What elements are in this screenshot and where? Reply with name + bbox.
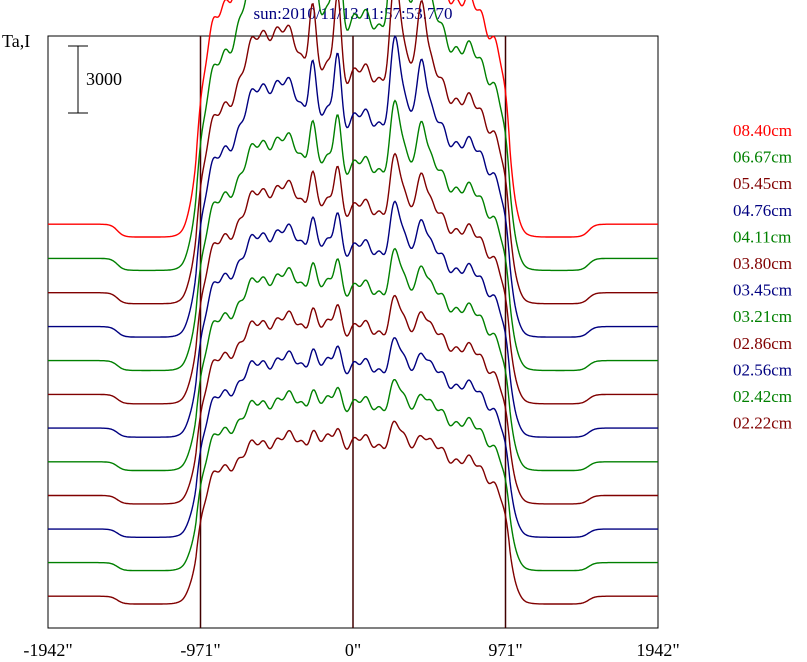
legend-entry: 04.76cm — [733, 201, 792, 220]
series-line-05.45cm — [48, 0, 658, 305]
scale-bar: 3000 — [68, 45, 122, 114]
x-tick-label: -1942" — [23, 640, 72, 660]
series-line-03.80cm — [48, 152, 658, 405]
series-line-02.86cm — [48, 294, 658, 505]
vertical-markers — [199, 36, 507, 628]
series-line-03.45cm — [48, 200, 658, 438]
y-axis-label: Ta,I — [2, 31, 30, 51]
legend-entry: 02.86cm — [733, 334, 792, 353]
legend-entry: 05.45cm — [733, 174, 792, 193]
x-tick-label: 1942" — [636, 640, 679, 660]
legend-entry: 03.45cm — [733, 281, 792, 300]
x-tick-label: 0" — [345, 640, 361, 660]
x-tick-labels: -1942" -971" 0" 971" 1942" — [23, 640, 679, 660]
legend-entry: 02.56cm — [733, 360, 792, 379]
series-line-04.76cm — [48, 34, 658, 338]
x-tick-label: -971" — [180, 640, 220, 660]
legend-entry: 06.67cm — [733, 148, 792, 167]
chart-title: sun:2010/11/13 11:57:53.770 — [254, 4, 453, 23]
legend: 08.40cm 06.67cm 05.45cm 04.76cm 04.11cm 03.80… — [733, 121, 792, 433]
series-line-04.11cm — [48, 99, 658, 372]
series-line-02.42cm — [48, 379, 658, 572]
legend-entry: 02.42cm — [733, 387, 792, 406]
scale-bar-label: 3000 — [86, 69, 122, 89]
legend-entry: 03.80cm — [733, 254, 792, 273]
series-line-03.21cm — [48, 247, 658, 472]
series-line-08.40cm — [48, 0, 658, 238]
legend-entry: 03.21cm — [733, 307, 792, 326]
legend-entry: 08.40cm — [733, 121, 792, 140]
legend-entry: 02.22cm — [733, 414, 792, 433]
series-line-06.67cm — [48, 0, 658, 272]
series-line-02.22cm — [48, 420, 658, 605]
series-lines — [48, 0, 658, 605]
legend-entry: 04.11cm — [733, 227, 791, 246]
x-tick-label: 971" — [488, 640, 522, 660]
series-line-02.56cm — [48, 337, 658, 538]
